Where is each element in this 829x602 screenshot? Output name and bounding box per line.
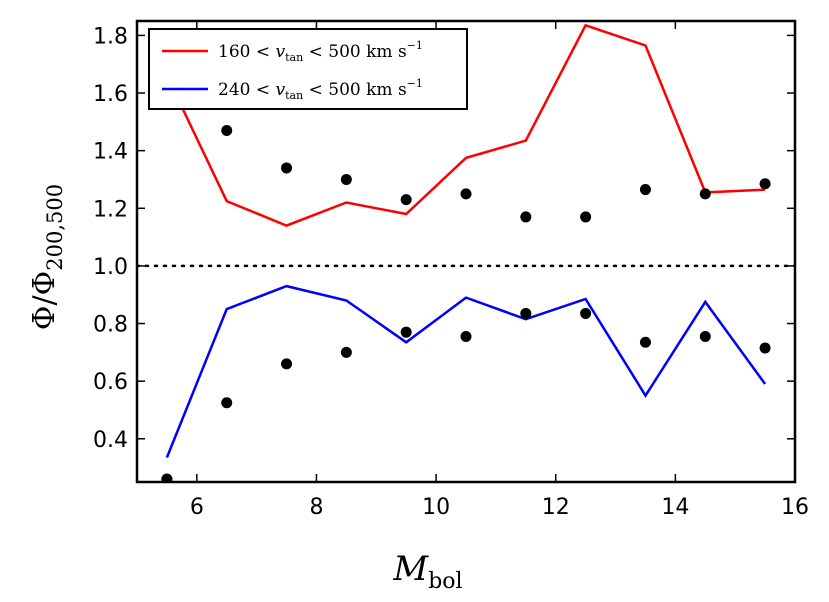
data-point-3-1 <box>221 397 233 409</box>
legend: 160 < vtan < 500 km s−1 240 < vtan < 500… <box>148 28 468 110</box>
plot-content <box>137 23 795 482</box>
y-axis-title-sub: 200,500 <box>43 184 67 271</box>
data-point-2-6 <box>520 211 532 223</box>
data-point-3-3 <box>340 346 352 358</box>
x-tick-label-12: 12 <box>542 495 570 520</box>
legend-label-red: 160 < vtan < 500 km s−1 <box>218 39 423 64</box>
legend-red-prefix: 160 <box>218 42 250 62</box>
data-point-2-9 <box>699 188 711 200</box>
data-point-3-6 <box>520 307 532 319</box>
data-point-3-4 <box>400 326 412 338</box>
data-point-2-3 <box>340 173 352 185</box>
y-axis-title-main: Φ/Φ <box>27 271 62 330</box>
data-point-3-2 <box>281 358 293 370</box>
legend-red-suffix: 500 km s <box>328 42 406 62</box>
plot-area <box>137 23 795 482</box>
y-tick-label-1: 1.0 <box>93 255 128 280</box>
y-tick-label-0.6: 0.6 <box>93 370 128 395</box>
data-point-3-8 <box>639 336 651 348</box>
legend-blue-prefix: 240 <box>218 80 250 100</box>
legend-box <box>148 28 468 110</box>
data-point-2-10 <box>759 178 771 190</box>
x-tick-label-6: 6 <box>190 495 204 520</box>
x-tick-label-10: 10 <box>422 495 450 520</box>
data-point-3-9 <box>699 330 711 342</box>
y-tick-label-1.4: 1.4 <box>93 140 128 165</box>
legend-blue-exp: −1 <box>407 77 423 90</box>
data-point-2-1 <box>221 124 233 136</box>
y-tick-label-0.4: 0.4 <box>93 428 128 453</box>
data-point-2-4 <box>400 194 412 206</box>
x-axis-title-sub: bol <box>428 569 462 594</box>
legend-blue-sub: tan <box>285 89 303 102</box>
series-line-blue <box>165 284 767 458</box>
data-point-2-5 <box>460 188 472 200</box>
data-point-3-5 <box>460 330 472 342</box>
x-axis-title: Mbol <box>392 549 462 594</box>
legend-blue-suffix: 500 km s <box>328 80 406 100</box>
data-point-2-7 <box>580 211 592 223</box>
data-point-3-0 <box>161 473 173 482</box>
series-line-red <box>165 23 766 227</box>
legend-red-sub: tan <box>285 51 303 64</box>
x-tick-label-16: 16 <box>781 495 809 520</box>
plot-frame <box>135 19 797 484</box>
x-axis-title-main: M <box>392 549 429 589</box>
data-point-3-10 <box>759 342 771 354</box>
x-tick-label-14: 14 <box>661 495 689 520</box>
data-point-3-7 <box>580 307 592 319</box>
legend-red-var: v <box>276 42 286 62</box>
y-tick-label-1.2: 1.2 <box>93 197 128 222</box>
data-point-2-2 <box>281 162 293 174</box>
y-axis-title: Φ/Φ200,500 <box>27 184 67 330</box>
y-tick-label-0.8: 0.8 <box>93 313 128 338</box>
legend-blue-var: v <box>276 80 286 100</box>
ticks: 6 8 10 12 14 16 0.4 0.6 0.8 1.0 1.2 1.4 1.6 1.8 <box>93 21 809 520</box>
legend-label-blue: 240 < vtan < 500 km s−1 <box>218 77 423 102</box>
x-tick-label-8: 8 <box>309 495 323 520</box>
y-tick-label-1.6: 1.6 <box>93 82 128 107</box>
data-point-2-8 <box>639 184 651 196</box>
y-tick-label-1.8: 1.8 <box>93 24 128 49</box>
legend-red-exp: −1 <box>407 39 423 52</box>
